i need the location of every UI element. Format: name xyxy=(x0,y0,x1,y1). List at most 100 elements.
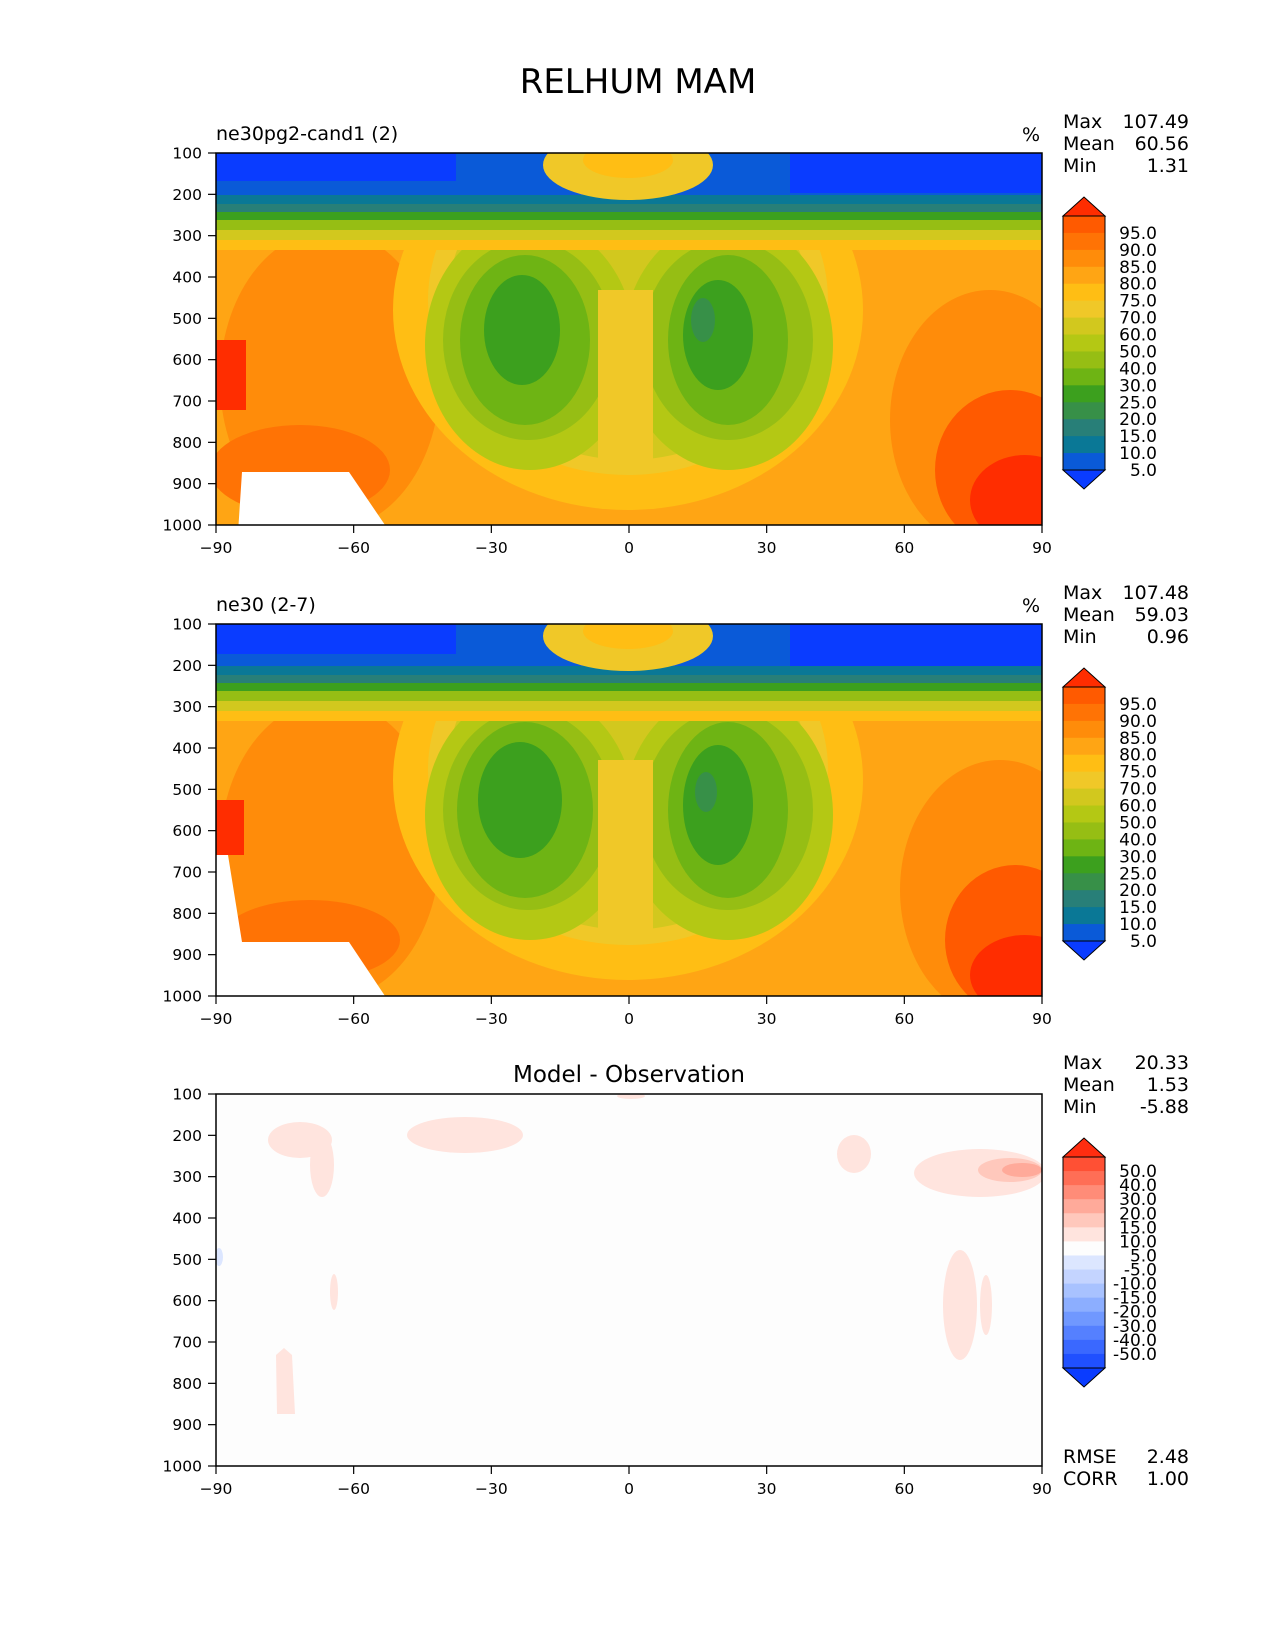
colorbar-label: 40.0 xyxy=(1119,359,1157,379)
fill-nh-top xyxy=(790,624,1042,666)
colorbar-label: 5.0 xyxy=(1130,932,1157,952)
fill-blob-2 xyxy=(310,1133,334,1197)
colorbar-segment xyxy=(1063,1213,1105,1228)
colorbar-label: 50.0 xyxy=(1119,342,1157,362)
colorbar-segment xyxy=(1063,351,1105,369)
stats-reference: Max 107.48 Mean 59.03 Min 0.96 xyxy=(1063,582,1189,648)
y-tick-label: 900 xyxy=(172,946,202,964)
colorbar-frame xyxy=(1062,686,1106,942)
colorbar-label: 40.0 xyxy=(1119,1176,1157,1196)
panel-title: ne30 (2-7) xyxy=(216,594,316,616)
x-axis-difference: −90 −60 −30 0 30 60 90 xyxy=(200,1466,1052,1498)
y-tick-label: 100 xyxy=(172,1086,202,1104)
fill-band-teal xyxy=(216,204,1042,212)
contour-field-difference xyxy=(216,1094,1042,1466)
colorbar-segment xyxy=(1063,856,1105,874)
colorbar-segment xyxy=(1063,907,1105,925)
stat-label: Min xyxy=(1063,1096,1097,1118)
colorbar-segment xyxy=(1063,890,1105,908)
colorbar-label: 15.0 xyxy=(1119,1218,1157,1238)
colorbar-segment xyxy=(1063,873,1105,891)
colorbar-segment xyxy=(1063,334,1105,352)
colorbar-extend-max xyxy=(1061,1137,1107,1158)
stat-value: 59.03 xyxy=(1135,604,1189,626)
fill-band-lime xyxy=(216,220,1042,230)
fill-sh-top xyxy=(216,624,456,654)
stat-value: 107.48 xyxy=(1123,582,1189,604)
y-axis-difference: 100 200 300 400 500 600 700 800 900 1000 xyxy=(163,1086,216,1476)
units-label: % xyxy=(1022,124,1040,146)
colorbar-label: -5.0 xyxy=(1124,1261,1157,1281)
fill-band-teal xyxy=(216,675,1042,683)
colorbar-label: 70.0 xyxy=(1119,309,1157,329)
colorbar-label: 10.0 xyxy=(1119,915,1157,935)
y-tick-label: 500 xyxy=(172,1251,202,1269)
colorbar-extend-max xyxy=(1061,196,1107,217)
fill-blob-4 xyxy=(837,1135,871,1173)
colorbar-segment xyxy=(1063,368,1105,386)
y-tick-label: 600 xyxy=(172,822,202,840)
x-tick-label: 60 xyxy=(894,1480,914,1498)
x-tick-label: 90 xyxy=(1032,539,1052,557)
colorbar-label: 30.0 xyxy=(1119,847,1157,867)
contour-field-test xyxy=(216,153,1042,525)
y-tick-label: 100 xyxy=(172,616,202,634)
fill-blob-10 xyxy=(330,1274,338,1310)
colorbar-label: 40.0 xyxy=(1119,830,1157,850)
colorbar-segment xyxy=(1063,402,1105,420)
fill-blob-11 xyxy=(276,1348,295,1414)
colorbar-label: 95.0 xyxy=(1119,224,1157,244)
colorbar-segment xyxy=(1063,1325,1105,1341)
colorbar-segment xyxy=(1063,1311,1105,1327)
colorbar-segment xyxy=(1063,1171,1105,1186)
colorbar-segment xyxy=(1063,1185,1105,1200)
fill-sh-darkgreen xyxy=(484,275,560,385)
colorbar-segment xyxy=(1063,805,1105,823)
fill-nh-darkgreen xyxy=(683,745,753,865)
fill-nh-red xyxy=(970,935,1042,996)
contour-field-reference xyxy=(216,624,1042,996)
x-tick-label: 30 xyxy=(757,1480,777,1498)
colorbar-segment xyxy=(1063,300,1105,319)
colorbar-label: 90.0 xyxy=(1119,712,1157,732)
y-tick-label: 200 xyxy=(172,657,202,675)
colorbar-segment xyxy=(1063,232,1105,251)
colorbar-segment xyxy=(1063,419,1105,437)
x-tick-label: −60 xyxy=(337,1010,370,1028)
colorbar-label: -20.0 xyxy=(1113,1303,1157,1323)
panel-title: ne30pg2-cand1 (2) xyxy=(216,123,398,145)
y-tick-label: 1000 xyxy=(163,517,202,535)
stat-value: 60.56 xyxy=(1135,133,1189,155)
x-axis-test: −90 −60 −30 0 30 60 90 xyxy=(200,525,1052,557)
colorbar-label: -30.0 xyxy=(1113,1317,1157,1337)
colorbar-segment xyxy=(1063,317,1105,336)
colorbar-segment xyxy=(1063,385,1105,403)
colorbar-label: 15.0 xyxy=(1119,898,1157,918)
colorbar-label: 50.0 xyxy=(1119,813,1157,833)
colorbar-reference: 95.090.085.080.075.070.060.050.040.030.0… xyxy=(1061,667,1157,961)
colorbar-segment xyxy=(1063,1283,1105,1299)
colorbar-segment xyxy=(1063,1199,1105,1214)
x-tick-label: −60 xyxy=(337,539,370,557)
stat-value: -5.88 xyxy=(1140,1096,1189,1118)
y-tick-label: 500 xyxy=(172,781,202,799)
y-tick-label: 200 xyxy=(172,186,202,204)
fill-equator-yellow xyxy=(598,290,653,470)
y-tick-label: 600 xyxy=(172,351,202,369)
x-tick-label: 90 xyxy=(1032,1480,1052,1498)
colorbar-segment xyxy=(1063,924,1105,942)
colorbar-segment xyxy=(1063,1157,1105,1172)
colorbar-segment xyxy=(1063,1339,1105,1355)
colorbar-extend-min xyxy=(1061,1367,1107,1388)
fill-blob-8 xyxy=(943,1250,977,1360)
y-tick-label: 400 xyxy=(172,1210,202,1228)
stat-label: Mean xyxy=(1063,604,1115,626)
colorbar-segment xyxy=(1063,1297,1105,1313)
colorbar-label: 60.0 xyxy=(1119,326,1157,346)
fill-blob-9 xyxy=(980,1275,992,1335)
missing-terrain xyxy=(216,855,385,996)
y-tick-label: 100 xyxy=(172,145,202,163)
